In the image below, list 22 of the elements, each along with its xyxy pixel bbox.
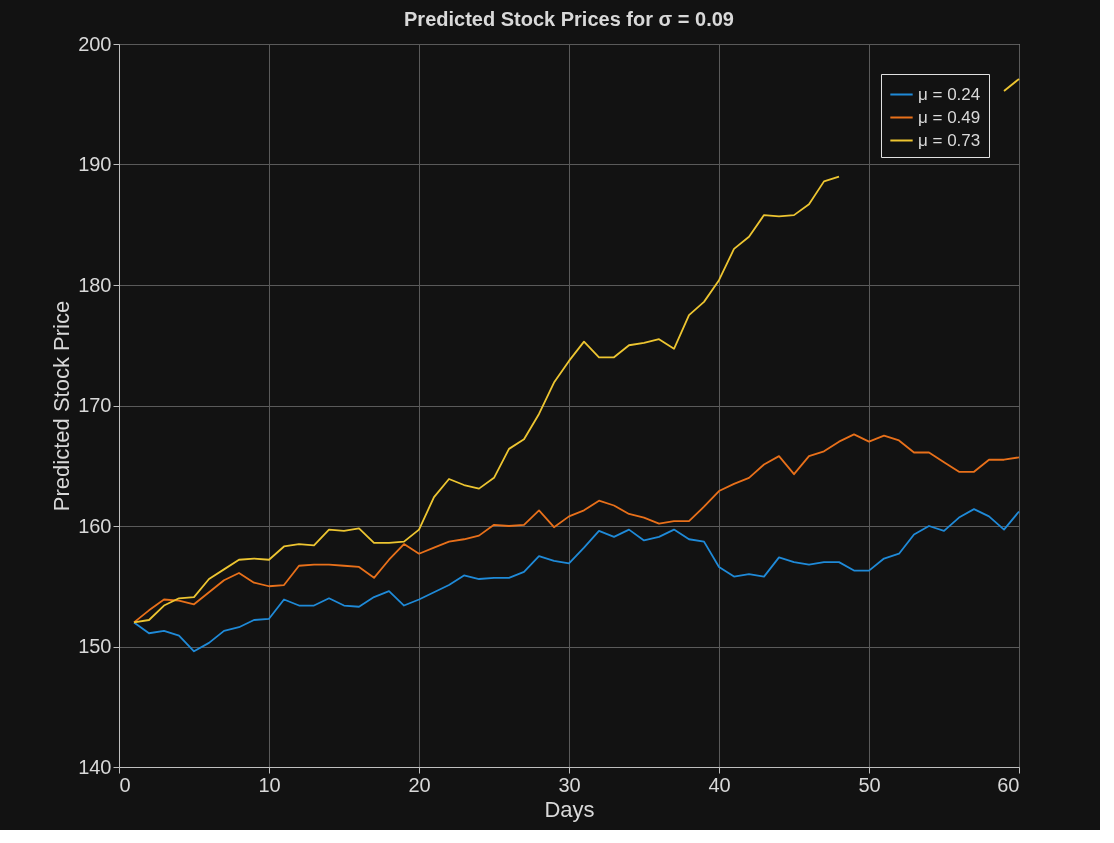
y-tick-label: 190 [78, 153, 112, 175]
y-tick-label: 140 [78, 755, 112, 778]
x-tick-label: 40 [708, 773, 731, 796]
x-tick-label: 30 [558, 773, 581, 796]
legend-label: μ = 0.24 [918, 84, 981, 104]
y-tick-label: 180 [78, 273, 112, 296]
y-axis-title: Predicted Stock Price [49, 300, 75, 512]
x-tick-label: 60 [997, 773, 1020, 796]
y-tick-label: 160 [78, 514, 112, 537]
legend-label: μ = 0.73 [918, 130, 981, 150]
line-series [133, 508, 1020, 653]
y-tick-label: 170 [78, 394, 112, 416]
x-tick-label: 20 [408, 773, 431, 796]
x-tick-label: 0 [119, 773, 131, 796]
y-tick-label: 150 [78, 635, 112, 657]
x-axis-title: Days [544, 796, 595, 822]
y-tick-label: 200 [78, 32, 112, 55]
x-tick-label: 50 [858, 773, 881, 796]
line-series [133, 433, 1020, 624]
x-tick-label: 10 [258, 773, 281, 796]
chart-title: Predicted Stock Prices for σ = 0.09 [404, 8, 734, 30]
legend-label: μ = 0.49 [918, 107, 981, 127]
